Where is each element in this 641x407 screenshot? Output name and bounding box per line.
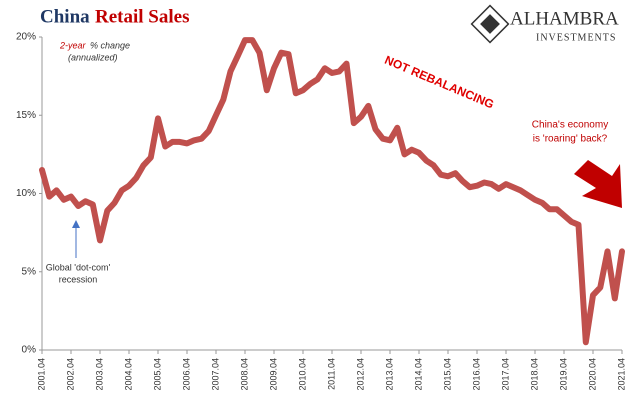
y-tick-label: 10% (16, 188, 36, 199)
x-tick-label: 2012.04 (355, 358, 365, 391)
x-tick-label: 2013.04 (384, 358, 394, 391)
x-tick-label: 2002.04 (65, 358, 75, 391)
x-tick-label: 2005.04 (152, 358, 162, 391)
arrow (574, 160, 622, 208)
y-tick-label: 15% (16, 110, 36, 121)
x-tick-label: 2021.04 (616, 358, 626, 391)
logo-icon (470, 4, 510, 44)
annotation: is 'roaring' back? (533, 134, 608, 145)
x-tick-label: 2003.04 (94, 358, 104, 391)
x-tick-label: 2016.04 (471, 358, 481, 391)
x-tick-label: 2015.04 (442, 358, 452, 391)
x-tick-label: 2019.04 (558, 358, 568, 391)
x-tick-label: 2020.04 (587, 358, 597, 391)
annotation: (annualized) (68, 52, 118, 62)
x-tick-label: 2018.04 (529, 358, 539, 391)
annotation: Global 'dot-com' (46, 262, 111, 272)
x-tick-label: 2006.04 (181, 358, 191, 391)
annotation: % change (90, 40, 130, 50)
x-tick-label: 2014.04 (413, 358, 423, 391)
x-tick-label: 2008.04 (239, 358, 249, 391)
arrow (72, 220, 80, 228)
x-tick-label: 2004.04 (123, 358, 133, 391)
x-tick-label: 2007.04 (210, 358, 220, 391)
series-line (39, 37, 625, 346)
x-tick-label: 2010.04 (297, 358, 307, 391)
x-tick-label: 2011.04 (326, 358, 336, 390)
y-tick-label: 5% (22, 266, 37, 277)
y-tick-label: 0% (22, 345, 37, 356)
x-tick-label: 2009.04 (268, 358, 278, 391)
annotation: 2-year (59, 40, 87, 50)
annotation: China's economy (532, 120, 608, 131)
annotation: recession (59, 274, 98, 284)
logo-name: ALHAMBRA (510, 8, 619, 29)
logo-sub: INVESTMENTS (536, 32, 616, 43)
chart-title: China (40, 6, 90, 27)
y-tick-label: 20% (16, 32, 36, 43)
x-tick-label: 2017.04 (500, 358, 510, 391)
annotation: NOT REBALANCING (383, 53, 496, 112)
chart-title-highlight: Retail Sales (95, 6, 189, 27)
x-tick-label: 2001.04 (36, 358, 46, 391)
